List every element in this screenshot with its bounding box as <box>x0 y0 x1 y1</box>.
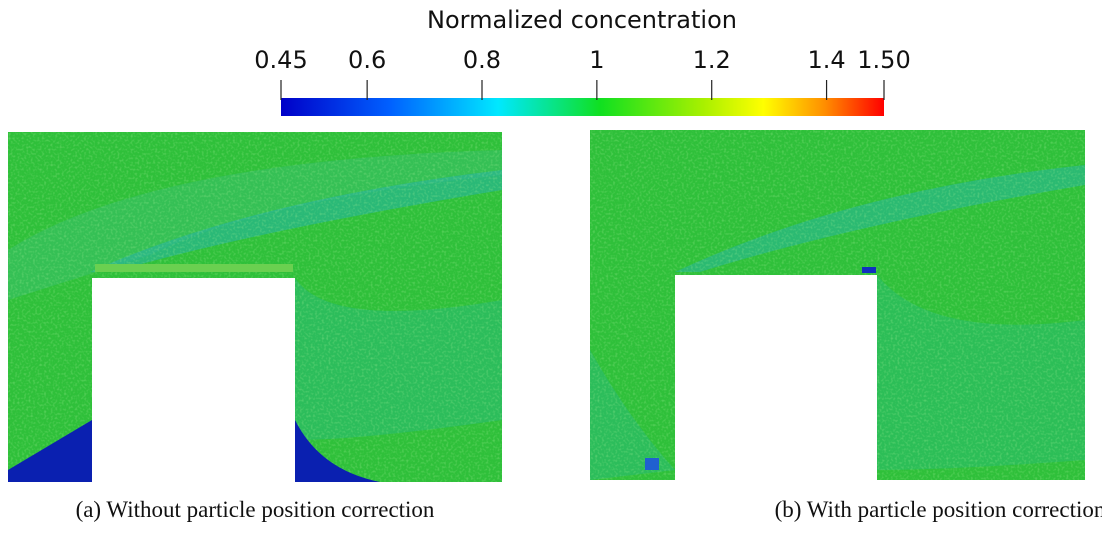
panel-b <box>590 130 1085 480</box>
caption: (a) Without particle position correction <box>76 497 435 522</box>
colorbar-tick-label: 0.8 <box>463 46 501 74</box>
panel-a <box>8 132 502 482</box>
colorbar-tick-label: 1.4 <box>807 46 845 74</box>
colorbar <box>281 98 884 116</box>
colorbar-tick-label: 1.50 <box>857 46 910 74</box>
colorbar-tick-label: 0.6 <box>348 46 386 74</box>
caption: (b) With particle position correction <box>775 497 1102 522</box>
colorbar-tick-label: 0.45 <box>254 46 307 74</box>
colorbar-tick-label: 1 <box>589 46 604 74</box>
colorbar-tick-label: 1.2 <box>693 46 731 74</box>
colorbar-title: Normalized concentration <box>427 6 737 34</box>
